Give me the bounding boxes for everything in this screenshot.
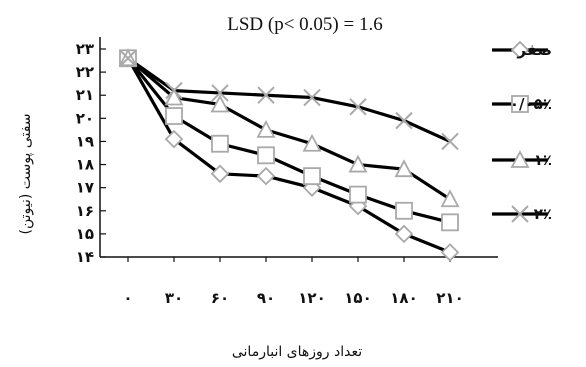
data-point-series-4 bbox=[441, 132, 459, 151]
y-tick-label: ۱۷ bbox=[76, 179, 94, 197]
legend-label: ۰/۰۵٪ bbox=[510, 95, 552, 113]
legend-label: ۱٪ bbox=[534, 151, 552, 169]
y-tick-label: ۲۲ bbox=[76, 63, 94, 81]
x-axis-title: تعداد روزهای انبارمانی bbox=[232, 344, 362, 360]
data-point-series-3 bbox=[210, 94, 230, 113]
data-point-series-2 bbox=[165, 107, 183, 125]
data-point-series-4 bbox=[165, 81, 183, 100]
x-axis-ticks: ۰ ۳۰ ۶۰ ۹۰ ۱۲۰ ۱۵۰ ۱۸۰ ۲۱۰ bbox=[123, 257, 464, 307]
data-point-series-4 bbox=[257, 86, 275, 104]
data-point-series-3 bbox=[256, 119, 276, 138]
x-tick-label: ۱۸۰ bbox=[390, 289, 417, 307]
data-point-series-3 bbox=[164, 87, 184, 106]
data-point-series-3 bbox=[348, 154, 368, 173]
y-tick-label: ۲۱ bbox=[76, 86, 94, 104]
chart-title: LSD (p< 0.05) = 1.6 bbox=[227, 14, 382, 35]
data-point-series-2 bbox=[395, 201, 413, 220]
series-line-4 bbox=[127, 56, 451, 143]
y-axis-ticks: ۱۴ ۱۵ ۱۶ ۱۷ ۱۸ ۱۹ ۲۰ ۲۱ ۲۲ ۲۳ bbox=[76, 40, 106, 266]
data-point-series-2 bbox=[441, 213, 459, 232]
x-tick-label: ۶۰ bbox=[211, 289, 229, 307]
legend-marker bbox=[511, 205, 529, 223]
data-point-series-2 bbox=[257, 146, 275, 165]
y-tick-label: ۲۰ bbox=[76, 109, 94, 127]
legend-marker bbox=[510, 40, 530, 60]
data-point-series-4 bbox=[211, 84, 229, 102]
legend-label: صفر bbox=[516, 41, 552, 59]
x-tick-label: ۳۰ bbox=[165, 289, 183, 307]
x-tick-label: ۱۵۰ bbox=[344, 289, 371, 307]
legend-marker bbox=[510, 150, 530, 168]
y-tick-label: ۱۵ bbox=[76, 225, 94, 243]
series-line-3 bbox=[126, 57, 451, 201]
data-point-series-4 bbox=[395, 111, 413, 130]
legend-label: ۲٪ bbox=[534, 205, 552, 223]
series-line-1 bbox=[126, 57, 451, 254]
data-point-series-4 bbox=[303, 88, 321, 107]
data-point-series-2 bbox=[349, 185, 367, 204]
y-tick-label: ۲۳ bbox=[76, 40, 94, 58]
data-point-series-2 bbox=[211, 134, 229, 153]
data-point-series-1 bbox=[164, 129, 184, 149]
data-point-series-1 bbox=[210, 164, 230, 184]
x-tick-label: ۲۱۰ bbox=[436, 289, 463, 307]
y-tick-label: ۱۶ bbox=[76, 202, 94, 220]
y-axis-title: سفتی پوست (نیوتن) bbox=[18, 113, 34, 234]
x-tick-label: ۰ bbox=[123, 289, 132, 307]
y-tick-label: ۱۹ bbox=[76, 132, 94, 150]
data-point-series-1 bbox=[440, 243, 460, 262]
x-tick-label: ۹۰ bbox=[257, 289, 275, 307]
data-point-series-2 bbox=[303, 167, 321, 186]
data-point-series-1 bbox=[394, 224, 414, 244]
legend: صفر ۰/۰۵٪ ۱٪ ۲٪ bbox=[492, 40, 552, 223]
data-point-series-1 bbox=[256, 166, 276, 186]
data-point-series-4 bbox=[349, 98, 367, 116]
x-tick-label: ۱۲۰ bbox=[298, 289, 325, 307]
y-tick-label: ۱۸ bbox=[76, 156, 94, 174]
data-point-series-3 bbox=[394, 159, 414, 178]
y-tick-label: ۱۴ bbox=[76, 248, 94, 266]
data-point-series-3 bbox=[440, 189, 460, 208]
legend-marker bbox=[511, 95, 529, 113]
series-layer bbox=[118, 48, 460, 262]
data-point-series-3 bbox=[302, 133, 322, 152]
data-point-series-4 bbox=[119, 49, 137, 67]
